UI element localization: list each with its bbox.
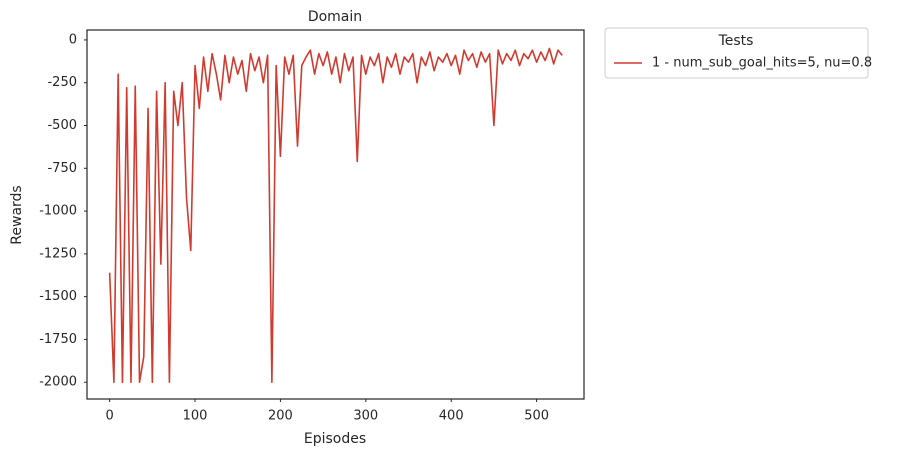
legend-box <box>604 27 869 79</box>
y-tick-label: -1250 <box>39 246 77 261</box>
y-tick-label: -1750 <box>39 332 77 347</box>
x-tick-label: 500 <box>524 409 549 424</box>
x-tick-label: 200 <box>268 409 293 424</box>
x-tick-label: 400 <box>439 409 464 424</box>
y-tick-label: -500 <box>47 118 77 133</box>
x-axis-label: Episodes <box>304 431 366 447</box>
y-tick-label: -2000 <box>39 375 77 390</box>
plot-frame <box>86 29 585 400</box>
legend-title: Tests <box>718 33 754 49</box>
y-tick-label: -250 <box>47 75 77 90</box>
y-tick-label: 0 <box>69 32 77 47</box>
x-tick-label: 100 <box>183 409 208 424</box>
y-axis-label: Rewards <box>9 185 25 244</box>
legend-label: 1 - num_sub_goal_hits=5, nu=0.8 <box>652 56 872 71</box>
y-tick-label: -1000 <box>39 204 77 219</box>
chart-title: Domain <box>308 9 362 25</box>
y-tick-label: -1500 <box>39 289 77 304</box>
data-line <box>108 47 563 384</box>
y-tick-label: -750 <box>47 161 77 176</box>
x-tick-label: 0 <box>105 409 113 424</box>
x-tick-label: 300 <box>353 409 378 424</box>
